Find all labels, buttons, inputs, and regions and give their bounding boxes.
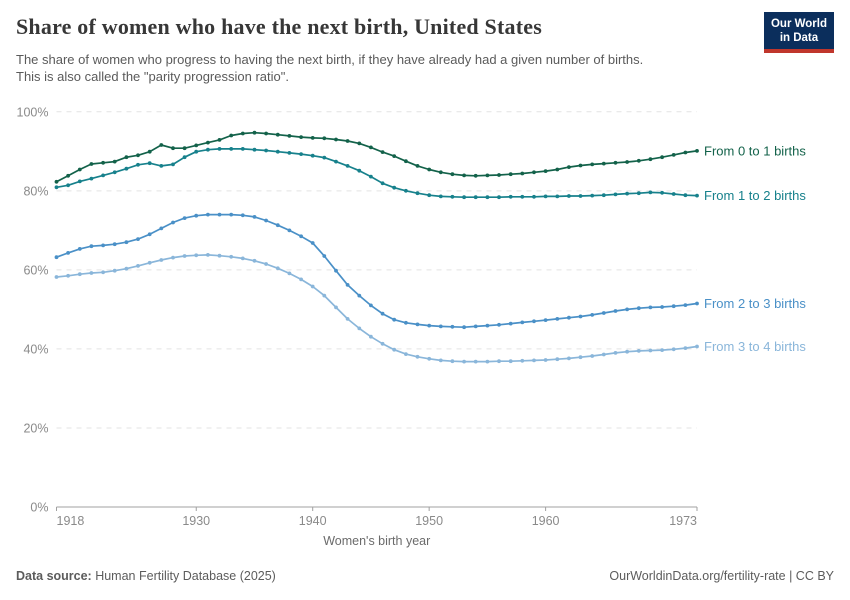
- y-tick-label-100: 100%: [17, 105, 49, 119]
- chart-canvas[interactable]: 0% 20% 40% 60% 80% 100% 1918 1930 1940 1950 1960 19…: [0, 0, 850, 560]
- subtitle-line-1: The share of women who progress to havin…: [16, 52, 644, 67]
- data-source: Data source: Human Fertility Database (2…: [16, 569, 276, 583]
- data-source-value: Human Fertility Database (2025): [91, 569, 276, 583]
- y-tick-label-80: 80%: [23, 184, 48, 198]
- x-axis-title: Women's birth year: [323, 534, 430, 548]
- page-title: Share of women who have the next birth, …: [16, 14, 542, 39]
- x-tick-label-1940: 1940: [299, 514, 327, 528]
- y-tick-label-60: 60%: [23, 263, 48, 277]
- footer-link[interactable]: OurWorldinData.org/fertility-rate | CC B…: [609, 569, 834, 583]
- owid-logo[interactable]: Our World in Data: [763, 12, 834, 53]
- x-tick-label-1960: 1960: [532, 514, 560, 528]
- series-line-from-2-to-3-births[interactable]: [56, 213, 698, 329]
- owid-logo-line1: Our World: [770, 18, 827, 30]
- series-line-from-0-to-1-births[interactable]: [56, 131, 698, 183]
- subtitle-line-2: This is also called the "parity progress…: [16, 69, 289, 84]
- legend-label-from-3-to-4-births[interactable]: From 3 to 4 births: [704, 339, 806, 354]
- series-line-from-3-to-4-births[interactable]: [56, 254, 698, 363]
- chart-subtitle: The share of women who progress to havin…: [16, 51, 776, 85]
- y-tick-label-0: 0%: [30, 501, 48, 515]
- legend-label-from-1-to-2-births[interactable]: From 1 to 2 births: [704, 188, 806, 203]
- chart-footer: Data source: Human Fertility Database (2…: [16, 569, 834, 583]
- x-tick-label-1973: 1973: [669, 514, 697, 528]
- series-line-from-1-to-2-births[interactable]: [56, 148, 698, 199]
- series-markers-from-3-to-4-births: [54, 253, 699, 364]
- y-tick-label-20: 20%: [23, 421, 48, 435]
- series-markers-from-0-to-1-births: [54, 130, 699, 184]
- x-tick-label-1918: 1918: [57, 514, 85, 528]
- legend-label-from-0-to-1-births[interactable]: From 0 to 1 births: [704, 143, 806, 158]
- series-markers-from-1-to-2-births: [54, 147, 699, 200]
- legend-label-from-2-to-3-births[interactable]: From 2 to 3 births: [704, 296, 806, 311]
- y-tick-label-40: 40%: [23, 342, 48, 356]
- data-source-label: Data source:: [16, 569, 92, 583]
- x-tick-label-1950: 1950: [415, 514, 443, 528]
- x-tick-label-1930: 1930: [182, 514, 210, 528]
- owid-logo-line2: in Data: [779, 31, 819, 44]
- series-markers-from-2-to-3-births: [54, 212, 699, 330]
